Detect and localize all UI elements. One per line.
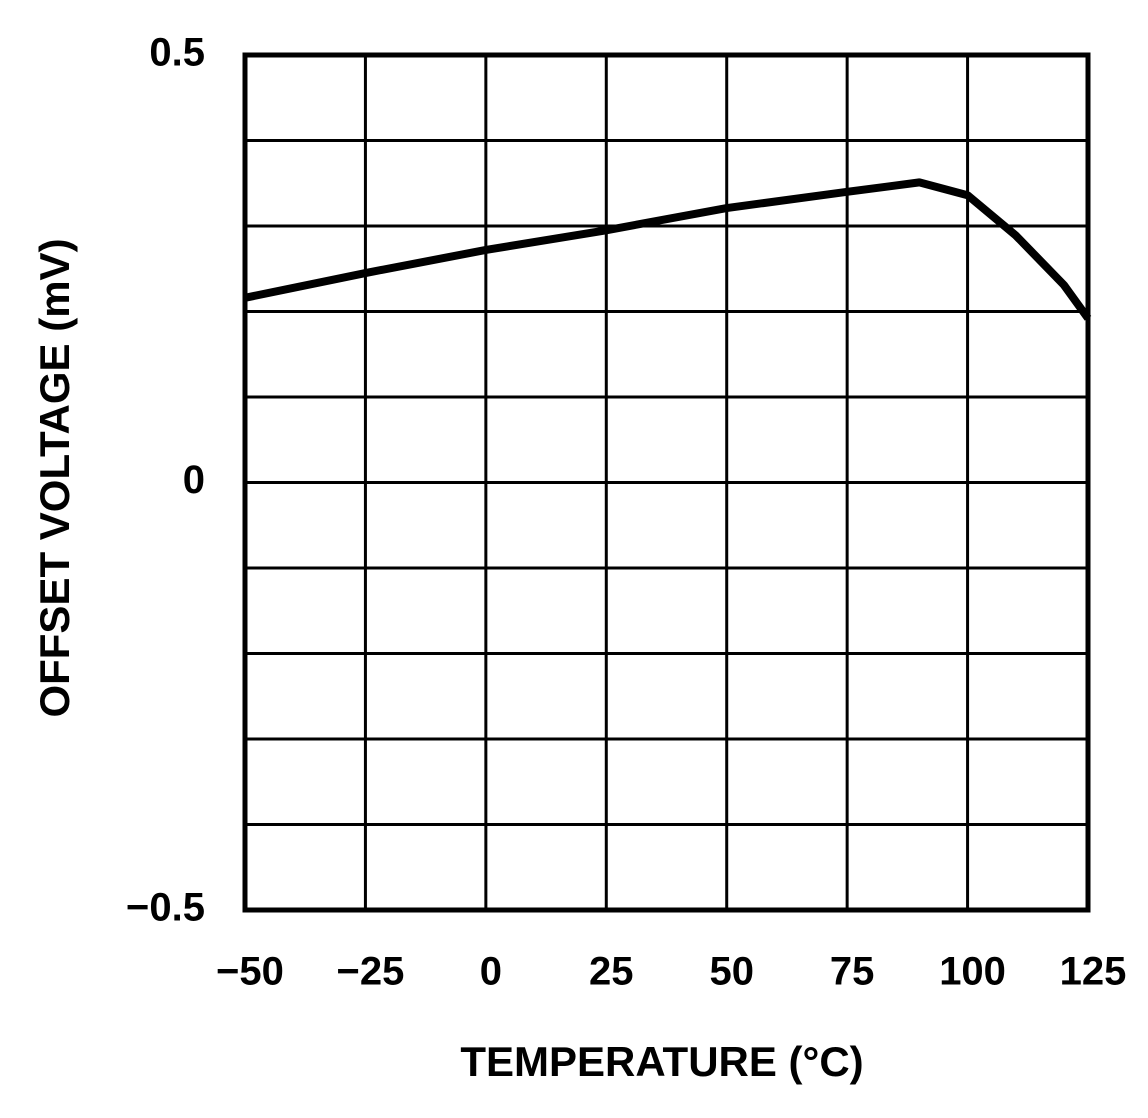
y-tick-label: 0.5: [149, 31, 205, 75]
x-tick-label: 50: [709, 950, 754, 994]
plot-frame: [242, 52, 1091, 913]
x-tick-label: −50: [216, 950, 284, 994]
data-line: [244, 178, 1092, 321]
y-axis-label: OFFSET VOLTAGE (mV): [31, 238, 78, 717]
x-tick-label: 75: [830, 950, 875, 994]
x-tick-label: 0: [480, 950, 502, 994]
y-tick-label: 0: [183, 458, 205, 502]
y-tick-label: −0.5: [126, 886, 205, 930]
x-tick-label: 125: [1060, 950, 1127, 994]
x-axis-label: TEMPERATURE (°C): [460, 1038, 863, 1085]
x-tick-label: −25: [336, 950, 404, 994]
x-tick-label: 25: [589, 950, 634, 994]
x-tick-label: 100: [939, 950, 1006, 994]
